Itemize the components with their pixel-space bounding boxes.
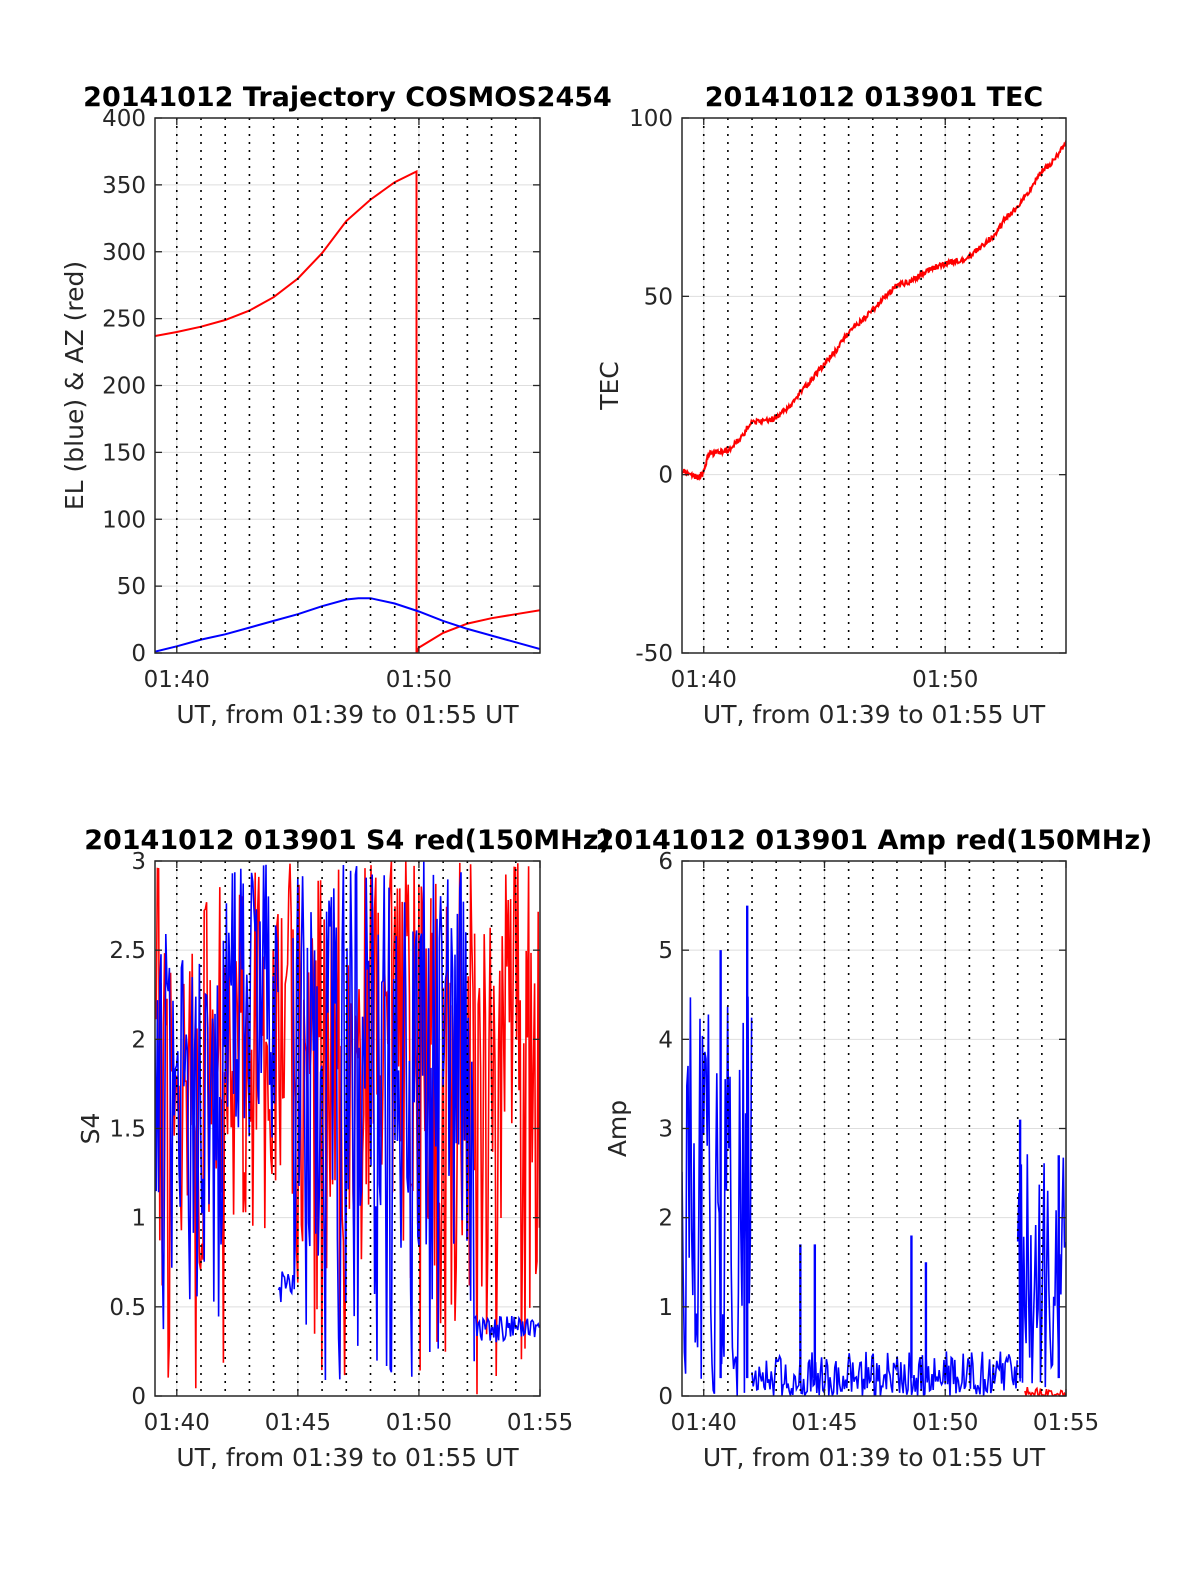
- chart-title: 20141012 013901 TEC: [705, 82, 1044, 113]
- y-tick-label: 2: [131, 1027, 146, 1053]
- chart-title: 20141012 Trajectory COSMOS2454: [83, 82, 612, 113]
- x-tick-label: 01:50: [912, 667, 978, 693]
- y-tick-label: 150: [102, 440, 146, 466]
- y-tick-label: 5: [658, 938, 673, 964]
- y-tick-label: 3: [131, 849, 146, 875]
- x-axis-label: UT, from 01:39 to 01:55 UT: [176, 700, 519, 729]
- series-group: [155, 861, 540, 1395]
- x-tick-label: 01:55: [507, 1410, 573, 1436]
- y-tick-label: 2.5: [109, 938, 146, 964]
- y-tick-label: 350: [102, 173, 146, 199]
- series-line-tec: [682, 140, 1066, 481]
- series-group: [682, 905, 1066, 1396]
- y-axis-label: Amp: [603, 1100, 632, 1157]
- y-tick-label: 6: [658, 849, 673, 875]
- y-tick-label: 0: [131, 1384, 146, 1410]
- x-tick-label: 01:40: [671, 1410, 737, 1436]
- y-tick-label: 100: [102, 507, 146, 533]
- chart-title: 20141012 013901 Amp red(150MHz): [596, 825, 1153, 856]
- x-tick-label: 01:40: [144, 667, 210, 693]
- series-line-elblue: [155, 597, 540, 653]
- y-tick-label: 2: [658, 1206, 673, 1232]
- x-tick-label: 01:50: [386, 667, 452, 693]
- y-axis-label: TEC: [595, 361, 624, 411]
- x-axis-label: UT, from 01:39 to 01:55 UT: [703, 1443, 1046, 1472]
- y-tick-label: 1.5: [109, 1117, 146, 1143]
- x-tick-label: 01:45: [791, 1410, 857, 1436]
- y-tick-label: 200: [102, 374, 146, 400]
- y-tick-label: 0.5: [109, 1295, 146, 1321]
- y-tick-label: 0: [658, 463, 673, 489]
- axes-box: [681, 117, 1067, 654]
- panel-trajectory: 0 50 100 150 200 250 300 350 400 01:40 01:50 201410…: [60, 82, 612, 729]
- series-trace-blue: [155, 861, 540, 1381]
- y-tick-label: 300: [102, 240, 146, 266]
- panel-s4: 0 0.5 1 1.5 2 2.5 3 01:40 01:45 01:50 01:55 2014101…: [76, 825, 611, 1472]
- y-axis-label: EL (blue) & AZ (red): [60, 261, 89, 510]
- panel-amp: 0 1 2 3 4 5 6 01:40 01:45 01:50 01:55 20141012 0139…: [596, 825, 1153, 1472]
- y-tick-label: 3: [658, 1117, 673, 1143]
- y-tick-label: 1: [658, 1295, 673, 1321]
- y-tick-label: 50: [644, 284, 673, 310]
- x-tick-label: 01:40: [671, 667, 737, 693]
- y-tick-label: -50: [635, 641, 673, 667]
- y-tick-label: 4: [658, 1027, 673, 1053]
- panel-tec: -50 0 50 100 01:40 01:50 20141012 013901 TEC UT…: [595, 82, 1067, 729]
- x-tick-label: 01:40: [144, 1410, 210, 1436]
- y-tick-label: 50: [117, 574, 146, 600]
- chart-title: 20141012 013901 S4 red(150MHz): [84, 825, 611, 856]
- y-tick-label: 100: [629, 106, 673, 132]
- y-tick-label: 1: [131, 1206, 146, 1232]
- series-group: [682, 140, 1066, 481]
- x-tick-label: 01:45: [265, 1410, 331, 1436]
- y-tick-label: 250: [102, 307, 146, 333]
- y-tick-label: 400: [102, 106, 146, 132]
- y-axis-label: S4: [76, 1113, 105, 1145]
- x-axis-label: UT, from 01:39 to 01:55 UT: [176, 1443, 519, 1472]
- y-tick-label: 0: [658, 1384, 673, 1410]
- plot-area: [682, 118, 1066, 653]
- x-tick-label: 01:55: [1033, 1410, 1099, 1436]
- x-tick-label: 01:50: [912, 1410, 978, 1436]
- x-tick-label: 01:50: [386, 1410, 452, 1436]
- y-tick-label: 0: [131, 641, 146, 667]
- x-axis-label: UT, from 01:39 to 01:55 UT: [703, 700, 1046, 729]
